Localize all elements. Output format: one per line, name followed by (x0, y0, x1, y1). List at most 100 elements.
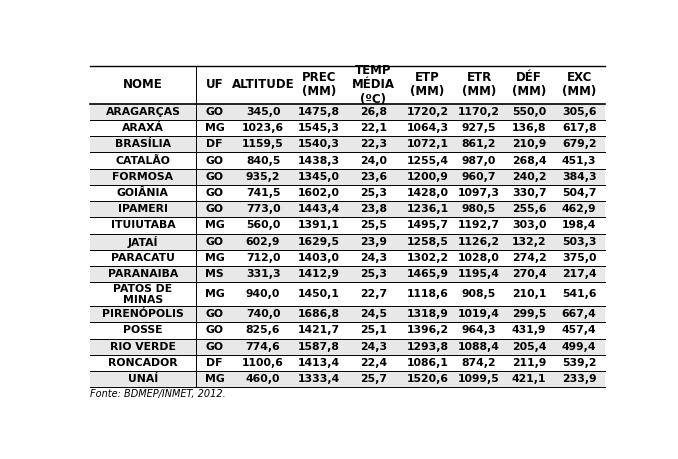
Bar (90, 355, 605, 371)
Text: GOIÂNIA: GOIÂNIA (117, 188, 169, 198)
Bar (90, 201, 605, 218)
Text: GO: GO (205, 188, 224, 198)
Text: 198,4: 198,4 (562, 220, 597, 230)
Bar (90, 136, 605, 152)
Text: 940,0: 940,0 (246, 289, 280, 299)
Text: 1443,4: 1443,4 (298, 204, 340, 214)
Text: 1545,3: 1545,3 (298, 123, 340, 133)
Text: GO: GO (205, 172, 224, 182)
Text: UNAÍ: UNAÍ (128, 374, 158, 384)
Bar (90, 104, 605, 120)
Bar (90, 266, 605, 282)
Text: 980,5: 980,5 (462, 204, 496, 214)
Text: 25,3: 25,3 (360, 269, 386, 279)
Text: RIO VERDE: RIO VERDE (110, 342, 176, 352)
Text: 217,4: 217,4 (562, 269, 597, 279)
Text: 1019,4: 1019,4 (458, 309, 500, 319)
Text: 1318,9: 1318,9 (407, 309, 449, 319)
Bar (90, 152, 605, 169)
Text: 132,2: 132,2 (512, 237, 546, 247)
Text: ARAXÁ: ARAXÁ (122, 123, 164, 133)
Text: 1099,5: 1099,5 (458, 374, 500, 384)
Text: ALTITUDE: ALTITUDE (232, 78, 294, 91)
Text: 25,7: 25,7 (360, 374, 386, 384)
Text: DF: DF (206, 140, 222, 149)
Text: 1602,0: 1602,0 (298, 188, 340, 198)
Text: RONCADOR: RONCADOR (108, 358, 178, 368)
Text: Fonte: BDMEP/INMET, 2012.: Fonte: BDMEP/INMET, 2012. (90, 389, 226, 399)
Text: 908,5: 908,5 (462, 289, 496, 299)
Text: 22,7: 22,7 (359, 289, 386, 299)
Text: MS: MS (205, 269, 224, 279)
Text: JATAÍ: JATAÍ (127, 236, 158, 248)
Text: FORMOSA: FORMOSA (113, 172, 174, 182)
Text: 205,4: 205,4 (512, 342, 546, 352)
Bar (90, 185, 605, 201)
Text: 1629,5: 1629,5 (298, 237, 340, 247)
Text: 1028,0: 1028,0 (458, 253, 500, 263)
Text: 499,4: 499,4 (562, 342, 597, 352)
Text: TEMP
MÉDIA
(ºC): TEMP MÉDIA (ºC) (352, 64, 395, 106)
Text: 1159,5: 1159,5 (242, 140, 284, 149)
Text: 451,3: 451,3 (562, 156, 597, 166)
Text: 1333,4: 1333,4 (298, 374, 340, 384)
Bar (90, 322, 605, 339)
Text: 210,9: 210,9 (512, 140, 546, 149)
Text: GO: GO (205, 204, 224, 214)
Text: 825,6: 825,6 (246, 325, 280, 336)
Text: 299,5: 299,5 (512, 309, 546, 319)
Bar (90, 339, 605, 355)
Text: 840,5: 840,5 (246, 156, 280, 166)
Text: 1192,7: 1192,7 (458, 220, 500, 230)
Text: 384,3: 384,3 (562, 172, 597, 182)
Text: DÉF
(MM): DÉF (MM) (512, 71, 546, 99)
Text: GO: GO (205, 237, 224, 247)
Text: GO: GO (205, 325, 224, 336)
Text: MG: MG (205, 289, 224, 299)
Text: 935,2: 935,2 (246, 172, 280, 182)
Text: 26,8: 26,8 (360, 107, 386, 117)
Text: 1465,9: 1465,9 (407, 269, 449, 279)
Text: 270,4: 270,4 (512, 269, 546, 279)
Text: 25,1: 25,1 (360, 325, 386, 336)
Text: 1195,4: 1195,4 (458, 269, 500, 279)
Text: 1293,8: 1293,8 (407, 342, 449, 352)
Text: 1720,2: 1720,2 (407, 107, 449, 117)
Text: 1391,1: 1391,1 (298, 220, 340, 230)
Text: 211,9: 211,9 (512, 358, 546, 368)
Text: PIRENÓPOLIS: PIRENÓPOLIS (102, 309, 184, 319)
Text: 503,3: 503,3 (562, 237, 597, 247)
Text: 24,0: 24,0 (360, 156, 386, 166)
Text: 774,6: 774,6 (245, 342, 281, 352)
Text: 861,2: 861,2 (462, 140, 496, 149)
Bar (90, 250, 605, 266)
Text: 1023,6: 1023,6 (242, 123, 284, 133)
Text: 667,4: 667,4 (562, 309, 597, 319)
Text: 24,3: 24,3 (359, 253, 386, 263)
Text: 1475,8: 1475,8 (298, 107, 340, 117)
Text: 741,5: 741,5 (246, 188, 280, 198)
Text: ETP
(MM): ETP (MM) (410, 71, 445, 99)
Text: GO: GO (205, 107, 224, 117)
Bar (90, 371, 605, 387)
Text: 1450,1: 1450,1 (298, 289, 340, 299)
Text: 1396,2: 1396,2 (407, 325, 449, 336)
Text: UF: UF (205, 78, 223, 91)
Text: 25,3: 25,3 (360, 188, 386, 198)
Bar (90, 282, 605, 306)
Text: 1587,8: 1587,8 (298, 342, 340, 352)
Text: 1438,3: 1438,3 (298, 156, 340, 166)
Text: 679,2: 679,2 (562, 140, 597, 149)
Bar (90, 306, 605, 322)
Text: 1686,8: 1686,8 (298, 309, 340, 319)
Text: 1520,6: 1520,6 (407, 374, 449, 384)
Text: 330,7: 330,7 (512, 188, 546, 198)
Text: 23,8: 23,8 (360, 204, 386, 214)
Text: 136,8: 136,8 (512, 123, 546, 133)
Text: 22,4: 22,4 (359, 358, 386, 368)
Text: PREC
(MM): PREC (MM) (302, 71, 336, 99)
Bar (90, 218, 605, 234)
Text: MG: MG (205, 374, 224, 384)
Text: 1100,6: 1100,6 (242, 358, 284, 368)
Text: 457,4: 457,4 (562, 325, 597, 336)
